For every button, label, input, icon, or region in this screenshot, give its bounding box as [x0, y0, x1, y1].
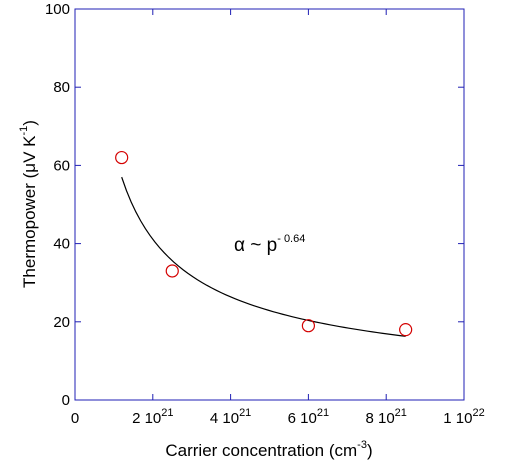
x-tick-label: 2 1021 — [132, 407, 173, 427]
data-points — [115, 150, 413, 337]
fit-curve-group — [121, 176, 406, 337]
fit-annotation: α ~ p- 0.64 — [234, 233, 305, 256]
x-tick-label: 4 1021 — [210, 407, 251, 427]
y-tick-label: 60 — [53, 157, 70, 174]
x-tick-label: 8 1021 — [365, 407, 406, 427]
y-tick-label: 40 — [53, 236, 70, 253]
y-tick-label: 80 — [53, 79, 70, 96]
y-tick-label: 0 — [62, 392, 70, 409]
y-tick-label: 20 — [53, 314, 70, 331]
data-point — [399, 323, 413, 337]
data-point — [165, 264, 179, 278]
x-tick-label: 0 — [71, 410, 79, 427]
x-tick-label: 1 1022 — [443, 407, 484, 427]
y-axis-label: Thermopower (μV K-1) — [18, 120, 39, 288]
plot-frame — [74, 8, 465, 401]
data-point — [115, 150, 129, 165]
y-tick-label: 100 — [45, 1, 70, 18]
fit-curve — [121, 176, 406, 337]
x-axis-label: Carrier concentration (cm-3) — [165, 439, 372, 460]
axis-ticks: 0 20 40 60 80 100 0 2 1021 4 1021 6 1021 8 1021 1 1… — [45, 1, 485, 427]
x-tick-label: 6 1021 — [288, 407, 329, 427]
data-point — [301, 319, 315, 333]
